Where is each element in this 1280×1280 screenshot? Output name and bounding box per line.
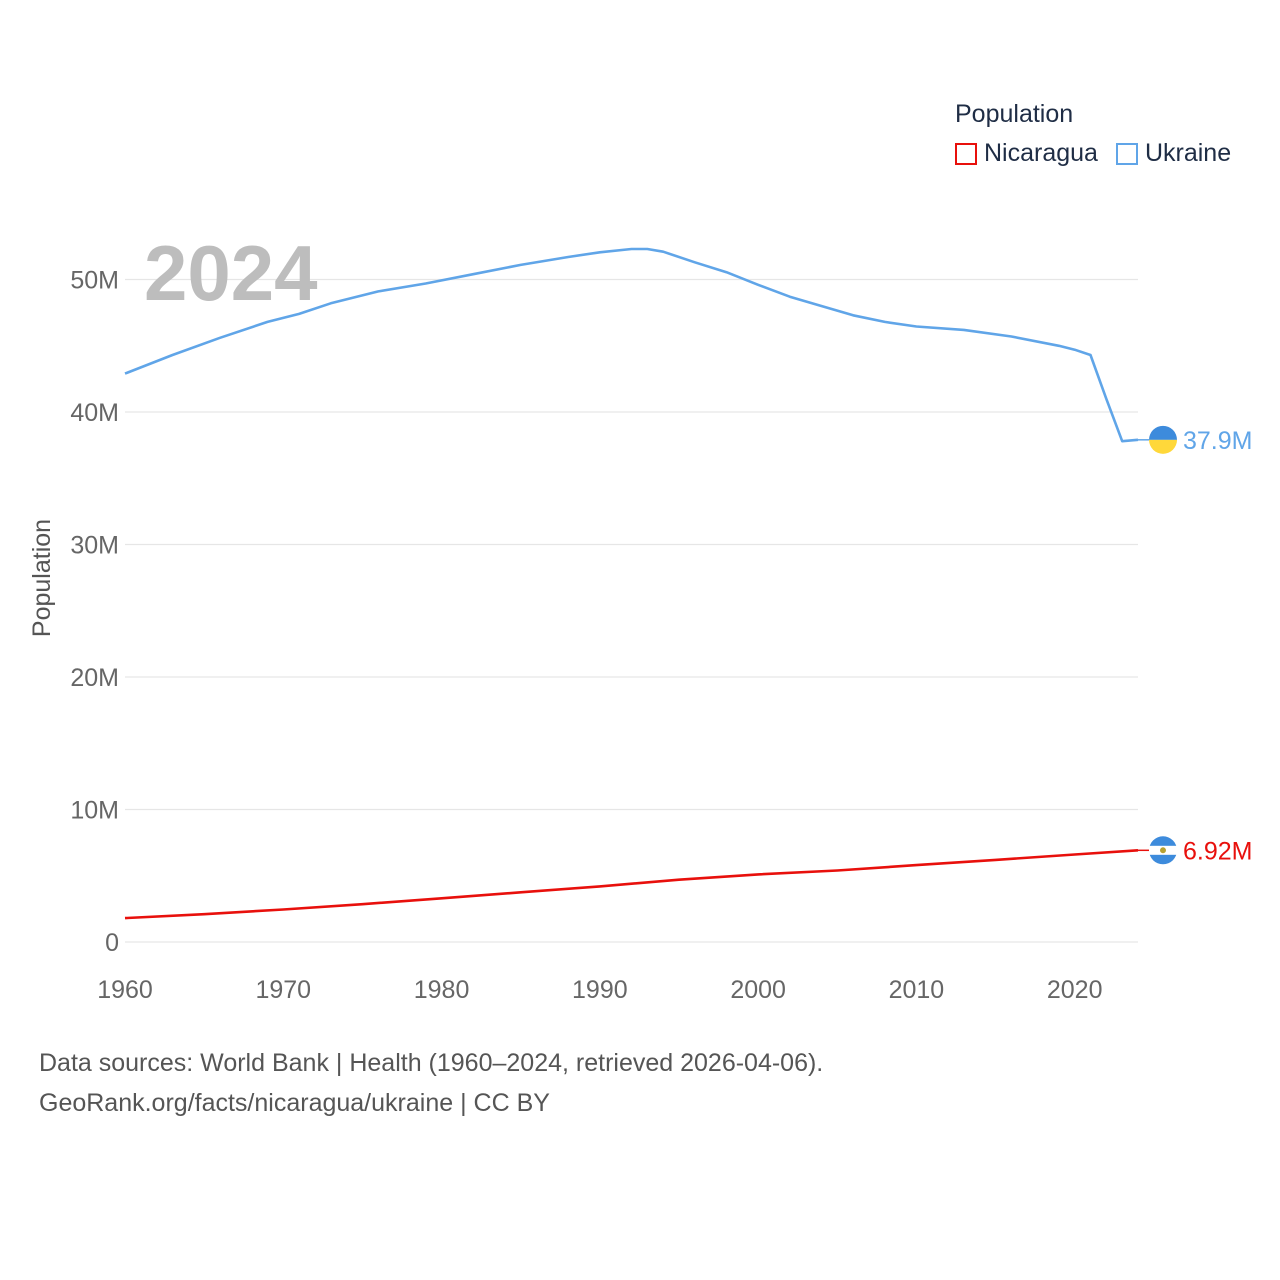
source-line-1: Data sources: World Bank | Health (1960–… xyxy=(39,1049,824,1077)
legend-swatch-ukraine xyxy=(1115,142,1138,165)
year-watermark: 2024 xyxy=(144,229,318,317)
end-markers: 6.92M 37.9M xyxy=(1138,425,1252,865)
y-tick-label: 40M xyxy=(70,399,119,427)
y-axis-ticks: 0 10M 20M 30M 40M 50M xyxy=(70,267,119,958)
legend-swatch-nicaragua xyxy=(955,142,977,165)
source-note: Data sources: World Bank | Health (1960–… xyxy=(39,1043,823,1123)
x-tick-label: 2000 xyxy=(730,976,786,1004)
x-tick-label: 1980 xyxy=(414,976,470,1004)
end-label-nicaragua: 6.92M xyxy=(1183,837,1252,865)
ukraine-flag-icon xyxy=(1149,425,1178,454)
x-tick-label: 2010 xyxy=(889,976,945,1004)
series-line-ukraine xyxy=(124,247,1139,443)
grid-lines xyxy=(125,278,1138,943)
x-tick-label: 1990 xyxy=(572,976,628,1004)
y-tick-label: 10M xyxy=(70,797,119,825)
nicaragua-flag-icon xyxy=(1149,836,1177,865)
legend-item-nicaragua[interactable]: Nicaragua xyxy=(955,139,1098,168)
x-tick-label: 2020 xyxy=(1047,976,1103,1004)
legend-label-ukraine: Ukraine xyxy=(1144,139,1232,167)
y-tick-label: 20M xyxy=(70,664,119,692)
x-tick-label: 1960 xyxy=(97,976,153,1004)
end-label-ukraine: 37.9M xyxy=(1183,427,1252,455)
source-line-2: GeoRank.org/facts/nicaragua/ukraine | CC… xyxy=(39,1089,550,1117)
legend-item-ukraine[interactable]: Ukraine xyxy=(1115,139,1232,168)
y-tick-label: 50M xyxy=(70,267,119,295)
y-axis-title: Population xyxy=(28,519,56,637)
x-axis-ticks: 1960 1970 1980 1990 2000 2010 2020 xyxy=(97,976,1102,1004)
y-tick-label: 0 xyxy=(105,929,119,957)
legend: Population Nicaragua Ukraine xyxy=(955,100,1231,168)
y-tick-label: 30M xyxy=(70,532,119,560)
legend-label-nicaragua: Nicaragua xyxy=(984,139,1098,167)
legend-title: Population xyxy=(955,100,1074,128)
series-line-nicaragua xyxy=(124,849,1139,920)
series-lines xyxy=(124,247,1139,920)
x-tick-label: 1970 xyxy=(255,976,311,1004)
